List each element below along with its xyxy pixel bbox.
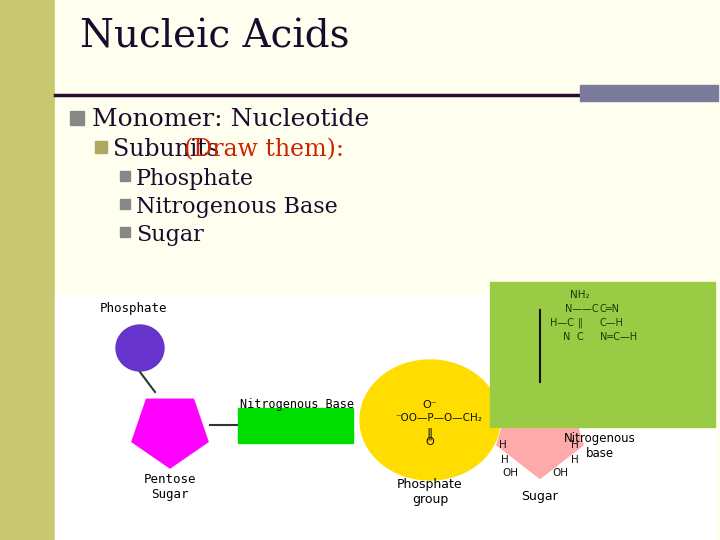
Text: OH: OH <box>552 468 568 478</box>
Text: C—H: C—H <box>600 318 624 328</box>
Text: (Draw them):: (Draw them): <box>184 138 344 161</box>
Text: Nitrogenous Base: Nitrogenous Base <box>240 398 354 411</box>
Text: Nucleic Acids: Nucleic Acids <box>80 18 349 55</box>
Text: Nitrogenous Base: Nitrogenous Base <box>136 196 338 218</box>
Bar <box>70 111 84 125</box>
Text: H: H <box>571 455 579 465</box>
Text: ‖: ‖ <box>427 427 433 440</box>
Text: N: N <box>563 332 570 342</box>
Bar <box>120 227 130 237</box>
Text: OH: OH <box>502 468 518 478</box>
Text: H: H <box>571 440 579 450</box>
Bar <box>120 199 130 209</box>
Polygon shape <box>498 391 582 478</box>
Text: Pentose
Sugar: Pentose Sugar <box>144 473 197 501</box>
Bar <box>95 141 107 153</box>
Bar <box>0 0 55 540</box>
Text: H: H <box>501 455 509 465</box>
Text: C═N: C═N <box>600 304 620 314</box>
Text: NH₂: NH₂ <box>570 290 590 300</box>
Text: H: H <box>499 440 507 450</box>
Text: Sugar: Sugar <box>136 224 204 246</box>
Text: Subunits: Subunits <box>113 138 227 161</box>
Text: Phosphate: Phosphate <box>100 302 168 315</box>
Text: Monomer: Nucleotide: Monomer: Nucleotide <box>92 108 369 131</box>
Text: Nitrogenous
base: Nitrogenous base <box>564 432 636 460</box>
Bar <box>120 171 130 181</box>
Ellipse shape <box>116 325 164 371</box>
Bar <box>238 408 353 443</box>
Ellipse shape <box>360 360 500 480</box>
Bar <box>490 282 715 427</box>
Text: Sugar: Sugar <box>521 490 559 503</box>
Bar <box>580 85 718 101</box>
Text: O⁻: O⁻ <box>423 400 437 410</box>
Text: ⁻OO—P—O—CH₂: ⁻OO—P—O—CH₂ <box>395 413 482 423</box>
Text: Phosphate: Phosphate <box>136 168 254 190</box>
Polygon shape <box>132 399 208 468</box>
Text: ‖: ‖ <box>577 318 582 328</box>
Text: N——C: N——C <box>565 304 598 314</box>
Text: N═C—H: N═C—H <box>600 332 637 342</box>
Text: Phosphate
group: Phosphate group <box>397 478 463 506</box>
Text: O: O <box>426 437 434 447</box>
Text: H—C: H—C <box>550 318 574 328</box>
Bar <box>55 295 715 540</box>
Text: C: C <box>577 332 583 342</box>
